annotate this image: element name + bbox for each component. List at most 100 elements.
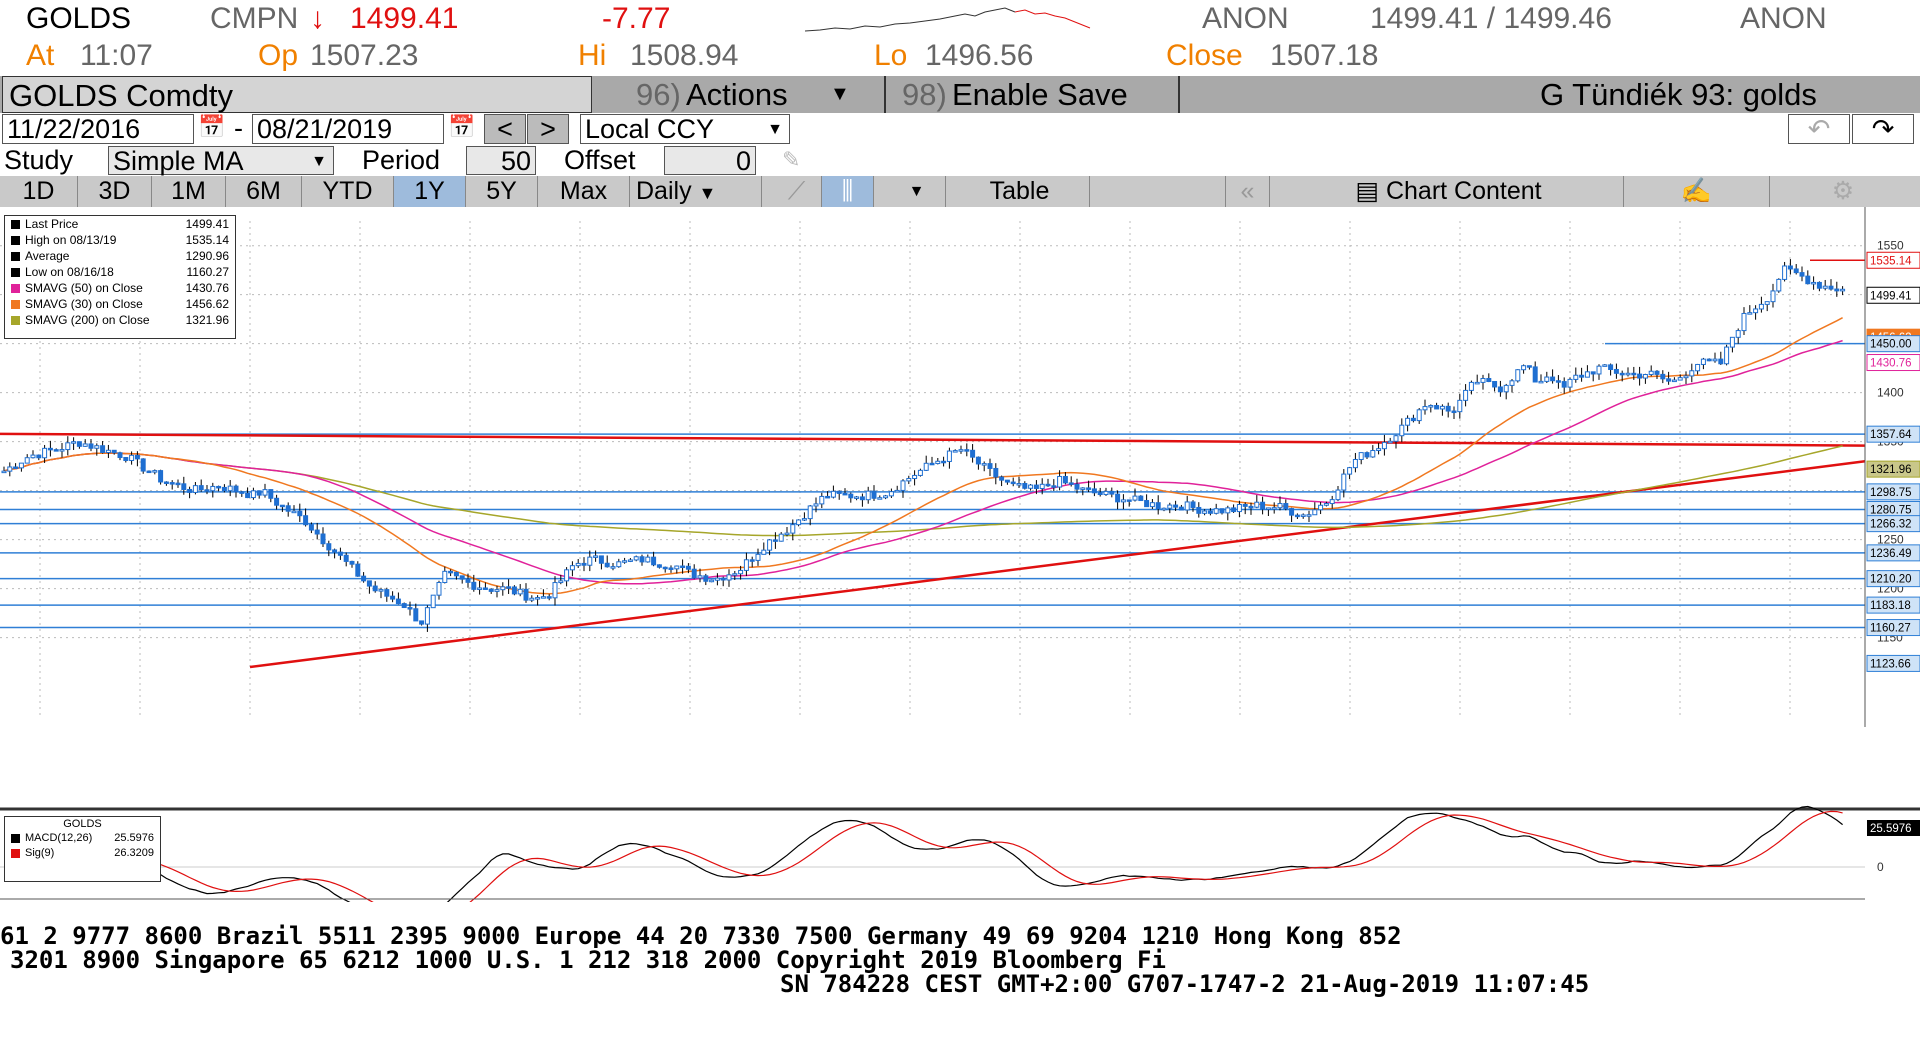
range-3d-button[interactable]: 3D [78, 176, 152, 207]
price-bar-body [1555, 380, 1561, 383]
bar-chart-icon[interactable]: ⫼ [822, 176, 874, 207]
price-bar-body [221, 486, 227, 492]
legend-value: 25.5976 [114, 832, 154, 844]
price-bar-body [1045, 483, 1051, 487]
period-input[interactable]: 50 [466, 146, 536, 176]
price-bar-body [1126, 499, 1132, 502]
legend-label: Average [25, 249, 70, 263]
collapse-icon[interactable]: « [1226, 176, 1270, 207]
enable-save-button[interactable]: Enable Save [952, 77, 1128, 112]
range-max-button[interactable]: Max [538, 176, 630, 207]
chart-type-dropdown-icon[interactable]: ▼ [888, 176, 946, 207]
price-bar-body [216, 485, 222, 489]
price-bar-body [1747, 312, 1753, 315]
price-bar-body [117, 452, 123, 459]
price-bar-body [813, 503, 819, 507]
price-bar-body [1805, 275, 1811, 285]
price-bar-body [239, 491, 245, 494]
range-1d-button[interactable]: 1D [0, 176, 78, 207]
chart-content-button[interactable]: ▤ Chart Content [1274, 176, 1624, 207]
range-5y-button[interactable]: 5Y [466, 176, 538, 207]
resistance-trendline [0, 432, 1866, 447]
axis-value-label: 1236.49 [1870, 548, 1912, 560]
high-label: Hi [578, 39, 607, 72]
date-to-input[interactable]: 08/21/2019 [252, 114, 444, 144]
table-button[interactable]: Table [950, 176, 1090, 207]
macd-line [4, 805, 1843, 902]
calendar-icon[interactable]: 📅 [448, 114, 476, 139]
actions-caret-icon[interactable]: ▼ [830, 83, 850, 105]
redo-icon[interactable]: ↷ [1852, 114, 1914, 144]
at-label: At [26, 39, 55, 72]
price-bar-body [1, 470, 7, 474]
high-value: 1508.94 [630, 39, 739, 72]
price-bar-body [1410, 417, 1416, 422]
price-bar-body [1242, 503, 1248, 507]
price-bar-body [123, 457, 129, 461]
price-bar-body [100, 445, 106, 453]
price-bar-body [407, 607, 413, 610]
price-bar-body [279, 504, 285, 508]
line-chart-icon[interactable]: ⟋ [772, 176, 822, 207]
price-bar-body [784, 532, 790, 536]
range-1y-button[interactable]: 1Y [394, 176, 466, 207]
price-bar-body [761, 549, 767, 555]
next-range-button[interactable]: > [527, 114, 569, 144]
price-bar-body [1799, 272, 1805, 277]
price-bar-body [7, 466, 13, 472]
price-bar-body [506, 586, 512, 589]
price-chart[interactable]: 1150120012501300135014001450150015501535… [0, 207, 1920, 902]
footer-line-2: 3201 8900 Singapore 65 6212 1000 U.S. 1 … [10, 946, 1166, 974]
price-bar-body [1770, 290, 1776, 303]
price-bar-body [175, 482, 181, 486]
edit-icon[interactable]: ✍ [1624, 176, 1770, 207]
legend-label: SMAVG (200) on Close [25, 313, 150, 327]
price-bar-body [1057, 475, 1063, 488]
ask-source: ANON [1740, 2, 1827, 35]
currency-select[interactable]: Local CCY ▼ [580, 114, 790, 144]
price-bar-body [1399, 424, 1405, 437]
security-field[interactable]: GOLDS Comdty [2, 76, 592, 113]
legend-swatch [11, 299, 20, 309]
price-bar-body [1457, 399, 1463, 413]
price-bar-body [964, 449, 970, 452]
calendar-icon[interactable]: 📅 [198, 114, 226, 139]
actions-menu[interactable]: Actions [686, 77, 788, 112]
price-bar-body [859, 496, 865, 501]
price-bar-body [1590, 371, 1596, 375]
range-6m-button[interactable]: 6M [226, 176, 302, 207]
axis-value-tag [1866, 286, 1920, 304]
axis-value-tag [1866, 515, 1920, 533]
at-value: 11:07 [80, 39, 153, 72]
price-bar-body [1683, 375, 1689, 379]
frequency-select[interactable]: Daily ▼ [630, 176, 762, 207]
price-bar-body [1486, 377, 1492, 383]
price-bar-body [877, 497, 883, 500]
price-bar-body [1405, 417, 1411, 426]
date-from-input[interactable]: 11/22/2016 [2, 114, 194, 144]
down-arrow-icon: ↓ [310, 2, 325, 35]
axis-value-tag [1866, 619, 1920, 637]
price-bar-body [1422, 406, 1428, 411]
price-bar-body [355, 563, 361, 577]
price-bar-body [1352, 458, 1358, 469]
price-bar-body [1532, 366, 1538, 383]
axis-value-label: 1160.27 [1870, 623, 1911, 635]
price-bar-body [807, 505, 813, 520]
offset-input[interactable]: 0 [664, 146, 756, 176]
study-select[interactable]: Simple MA ▼ [108, 146, 334, 176]
legend-swatch [11, 267, 20, 277]
settings-gear-icon[interactable]: ⚙ [1831, 177, 1855, 205]
range-1m-button[interactable]: 1M [152, 176, 226, 207]
legend-swatch [11, 283, 20, 293]
range-ytd-button[interactable]: YTD [302, 176, 394, 207]
pencil-icon[interactable]: ✎ [782, 147, 801, 172]
price-bar-body [1393, 435, 1399, 442]
price-bar-body [465, 578, 471, 583]
price-bar-body [233, 485, 239, 493]
undo-icon[interactable]: ↶ [1788, 114, 1850, 144]
price-bar-body [830, 490, 836, 498]
price-bar-body [1550, 376, 1556, 382]
legend-row: Last Price 1499.41 [5, 216, 235, 232]
prev-range-button[interactable]: < [484, 114, 526, 144]
